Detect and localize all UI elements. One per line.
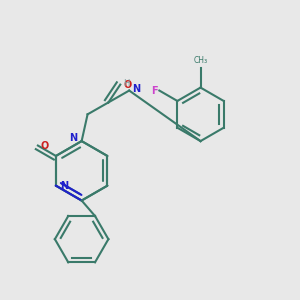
Text: H: H	[123, 79, 129, 88]
Text: N: N	[60, 181, 68, 191]
Text: CH₃: CH₃	[194, 56, 208, 65]
Text: N: N	[132, 84, 140, 94]
Text: F: F	[151, 85, 158, 96]
Text: N: N	[69, 133, 77, 143]
Text: O: O	[123, 80, 131, 90]
Text: O: O	[41, 140, 49, 151]
